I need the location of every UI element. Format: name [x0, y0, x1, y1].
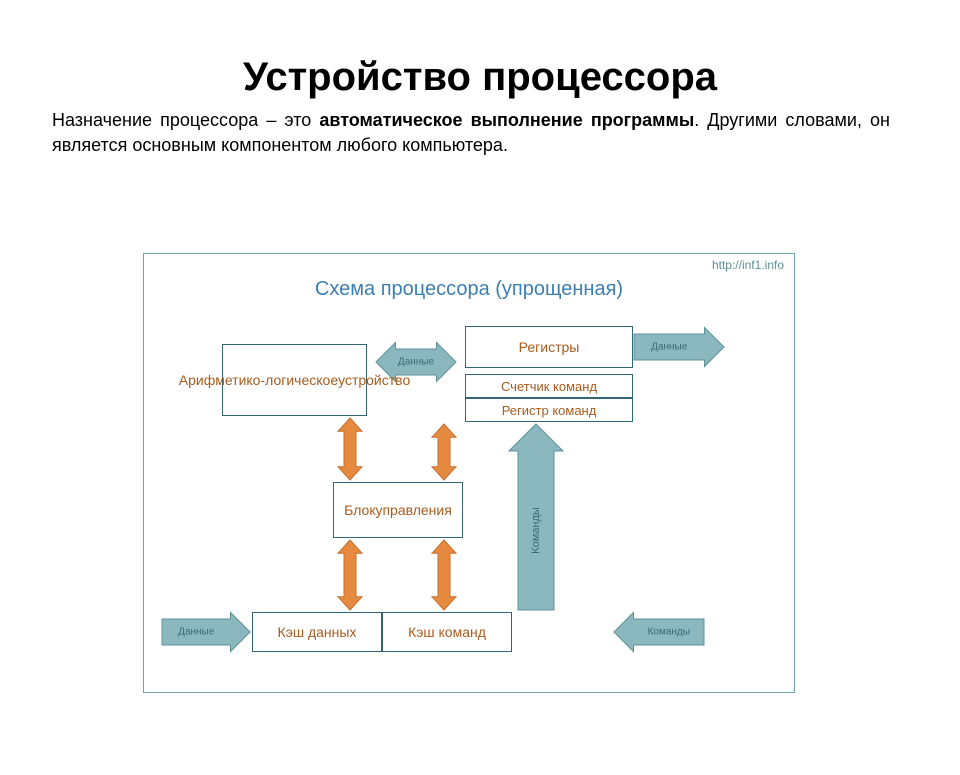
source-url: http://inf1.info [712, 258, 784, 272]
node-alu: Арифметико-логическоеустройство [222, 344, 367, 416]
node-data-cache: Кэш данных [252, 612, 382, 652]
svg-text:Данные: Данные [178, 627, 215, 638]
node-registers: Регистры [465, 326, 633, 368]
node-program-counter: Счетчик команд [465, 374, 633, 398]
svg-text:Команды: Команды [648, 627, 690, 638]
intro-paragraph: Назначение процессора – это автоматическ… [52, 108, 890, 158]
page-title: Устройство процессора [0, 55, 960, 100]
intro-bold: автоматическое выполнение программы [319, 110, 694, 130]
diagram-frame: http://inf1.info Схема процессора (упрощ… [143, 253, 795, 693]
intro-prefix: Назначение процессора – это [52, 110, 319, 130]
svg-text:Данные: Данные [398, 357, 435, 368]
node-instruction-cache: Кэш команд [382, 612, 512, 652]
node-control-unit: Блокуправления [333, 482, 463, 538]
svg-text:Данные: Данные [651, 342, 688, 353]
diagram-title: Схема процессора (упрощенная) [144, 278, 794, 301]
svg-text:Команды: Команды [530, 507, 542, 554]
node-instruction-register: Регистр команд [465, 398, 633, 422]
